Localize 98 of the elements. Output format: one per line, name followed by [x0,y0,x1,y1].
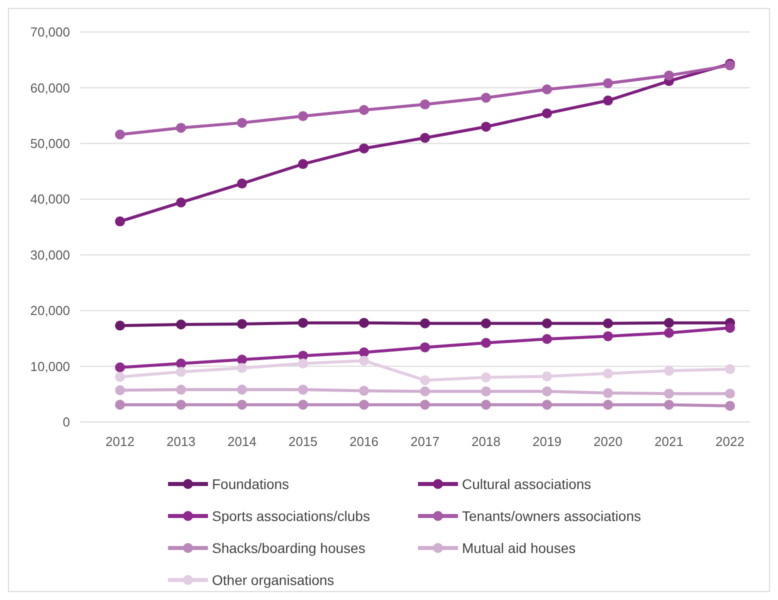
point [542,84,552,94]
point [298,384,308,395]
x-tick-label: 2014 [228,434,256,449]
x-tick-label: 2022 [716,434,744,449]
y-tick-label: 40,000 [30,192,70,207]
legend-label: Shacks/boarding houses [212,540,366,556]
point [176,358,186,368]
point [359,356,369,366]
point [542,386,552,396]
point [359,318,369,328]
point [542,334,552,344]
legend-label: Mutual aid houses [462,540,576,556]
point [298,318,308,328]
x-tick-label: 2017 [410,434,440,449]
x-tick-label: 2021 [654,434,684,449]
point [359,400,369,410]
point [664,318,674,328]
legend-label: Other organisations [212,572,334,588]
point [237,362,247,373]
point [603,368,613,379]
point [603,331,613,342]
point [176,197,186,208]
point [420,400,430,410]
point [664,400,674,410]
point [359,105,369,115]
point [115,216,125,226]
point [664,388,674,399]
point [481,318,491,328]
y-tick-label: 50,000 [30,136,70,151]
legend-label: Cultural associations [462,476,592,492]
legend-label: Foundations [212,476,290,492]
point [298,400,308,410]
point [298,358,308,368]
point [725,364,735,374]
y-tick-label: 70,000 [30,24,70,40]
point [420,342,430,352]
point [237,384,247,395]
point [603,78,613,88]
point [420,375,430,386]
point [481,92,491,103]
y-tick-label: 10,000 [30,358,70,374]
point [481,400,491,410]
legend-label: Tenants/owners associations [462,508,641,524]
point [115,385,125,396]
x-tick-label: 2013 [166,434,196,449]
x-tick-label: 2015 [288,434,318,449]
point [664,70,674,80]
point [176,384,186,395]
point [237,318,247,329]
point [725,322,735,333]
point [481,338,491,348]
point [603,96,613,106]
point [481,386,491,396]
point [420,132,430,143]
point [237,118,247,128]
point [420,99,430,110]
point [115,372,125,382]
point [359,143,369,154]
x-tick-label: 2018 [472,434,500,449]
point [420,386,430,396]
point [481,122,491,132]
point [603,388,613,398]
point [725,400,735,411]
point [542,318,552,328]
point [115,362,125,372]
y-tick-label: 0 [62,414,70,430]
x-tick-label: 2019 [532,434,562,449]
point [603,400,613,410]
point [664,328,674,338]
point [115,400,125,410]
point [359,386,369,396]
point [481,372,491,382]
point [115,130,125,140]
point [176,122,186,133]
y-tick-label: 30,000 [30,247,70,262]
point [298,159,308,170]
point [237,400,247,410]
point [176,366,186,377]
point [298,111,308,122]
x-tick-label: 2020 [594,434,622,449]
x-tick-label: 2012 [106,434,134,449]
point [542,108,552,118]
point [603,318,613,328]
point [237,178,247,189]
point [664,366,674,376]
point [359,347,369,358]
point [420,318,430,328]
point [542,371,552,382]
point [115,320,125,331]
x-tick-label: 2016 [350,434,378,449]
point [176,400,186,410]
point [176,320,186,330]
point [725,388,735,399]
legend-label: Sports associations/clubs [212,508,370,524]
y-tick-label: 60,000 [30,80,70,96]
point [237,354,247,365]
y-tick-label: 20,000 [30,303,70,318]
point [542,400,552,410]
